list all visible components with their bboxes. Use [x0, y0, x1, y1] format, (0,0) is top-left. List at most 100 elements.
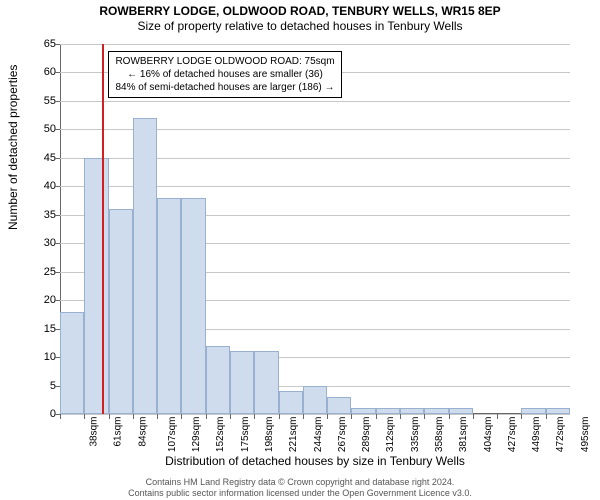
- x-tick-mark: [376, 414, 377, 419]
- histogram-bar: [181, 198, 205, 414]
- chart-title: ROWBERRY LODGE, OLDWOOD ROAD, TENBURY WE…: [0, 0, 600, 34]
- histogram-bar: [133, 118, 157, 414]
- x-tick-label: 129sqm: [191, 417, 202, 453]
- x-tick-mark: [473, 414, 474, 419]
- histogram-bar: [60, 312, 84, 414]
- y-gridline: [60, 101, 570, 102]
- x-tick-label: 198sqm: [264, 417, 275, 453]
- histogram-bar: [109, 209, 133, 414]
- histogram-bar: [546, 408, 570, 414]
- y-tick-label: 40: [32, 180, 56, 192]
- x-tick-mark: [546, 414, 547, 419]
- y-tick-label: 20: [32, 294, 56, 306]
- histogram-bar: [303, 386, 327, 414]
- x-tick-label: 289sqm: [361, 417, 372, 453]
- x-tick-label: 244sqm: [313, 417, 324, 453]
- annotation-box: ROWBERRY LODGE OLDWOOD ROAD: 75sqm← 16% …: [108, 51, 341, 98]
- annotation-line-2: ← 16% of detached houses are smaller (36…: [115, 68, 334, 81]
- histogram-bar: [230, 351, 254, 414]
- x-tick-label: 107sqm: [167, 417, 178, 453]
- histogram-bar: [424, 408, 448, 414]
- histogram-bar: [206, 346, 230, 414]
- y-tick-mark: [55, 215, 60, 216]
- histogram-bar: [327, 397, 351, 414]
- footer-attribution: Contains HM Land Registry data © Crown c…: [0, 477, 600, 498]
- y-tick-mark: [55, 300, 60, 301]
- x-tick-label: 267sqm: [337, 417, 348, 453]
- y-tick-label: 0: [32, 408, 56, 420]
- x-tick-label: 38sqm: [89, 417, 100, 447]
- histogram-bar: [351, 408, 375, 414]
- y-tick-mark: [55, 129, 60, 130]
- x-tick-label: 495sqm: [580, 417, 591, 453]
- annotation-line-3: 84% of semi-detached houses are larger (…: [115, 81, 334, 94]
- y-tick-mark: [55, 158, 60, 159]
- histogram-bar: [376, 408, 400, 414]
- y-tick-label: 25: [32, 266, 56, 278]
- title-line-2: Size of property relative to detached ho…: [0, 19, 600, 34]
- chart-plot-area: 0510152025303540455055606538sqm61sqm84sq…: [60, 44, 570, 414]
- y-tick-label: 60: [32, 66, 56, 78]
- y-tick-mark: [55, 186, 60, 187]
- y-tick-mark: [55, 101, 60, 102]
- reference-line: [102, 44, 104, 414]
- x-tick-label: 152sqm: [216, 417, 227, 453]
- x-tick-label: 381sqm: [458, 417, 469, 453]
- x-tick-mark: [424, 414, 425, 419]
- x-tick-label: 472sqm: [556, 417, 567, 453]
- histogram-bar: [157, 198, 181, 414]
- annotation-line-1: ROWBERRY LODGE OLDWOOD ROAD: 75sqm: [115, 55, 334, 68]
- histogram-bar: [400, 408, 424, 414]
- y-tick-label: 45: [32, 152, 56, 164]
- x-tick-mark: [400, 414, 401, 419]
- x-tick-mark: [279, 414, 280, 419]
- x-tick-label: 404sqm: [483, 417, 494, 453]
- x-tick-mark: [351, 414, 352, 419]
- y-tick-mark: [55, 72, 60, 73]
- y-tick-label: 50: [32, 123, 56, 135]
- y-tick-label: 5: [32, 380, 56, 392]
- x-tick-mark: [206, 414, 207, 419]
- histogram-bar: [279, 391, 303, 414]
- x-tick-label: 312sqm: [386, 417, 397, 453]
- x-tick-mark: [84, 414, 85, 419]
- x-tick-mark: [449, 414, 450, 419]
- x-tick-mark: [497, 414, 498, 419]
- y-tick-label: 10: [32, 351, 56, 363]
- x-tick-label: 84sqm: [137, 417, 148, 447]
- y-axis-label: Number of detached properties: [6, 65, 20, 230]
- x-tick-label: 335sqm: [410, 417, 421, 453]
- x-tick-label: 61sqm: [113, 417, 124, 447]
- x-tick-mark: [254, 414, 255, 419]
- footer-line-2: Contains public sector information licen…: [0, 488, 600, 498]
- title-line-1: ROWBERRY LODGE, OLDWOOD ROAD, TENBURY WE…: [0, 4, 600, 19]
- x-tick-mark: [303, 414, 304, 419]
- histogram-bar: [84, 158, 108, 414]
- y-tick-label: 35: [32, 209, 56, 221]
- x-tick-mark: [181, 414, 182, 419]
- y-tick-label: 55: [32, 95, 56, 107]
- x-tick-mark: [327, 414, 328, 419]
- y-tick-label: 30: [32, 237, 56, 249]
- x-tick-label: 449sqm: [531, 417, 542, 453]
- y-gridline: [60, 414, 570, 415]
- histogram-bar: [449, 408, 473, 414]
- y-tick-label: 15: [32, 323, 56, 335]
- x-tick-label: 427sqm: [507, 417, 518, 453]
- x-tick-label: 358sqm: [434, 417, 445, 453]
- x-tick-mark: [230, 414, 231, 419]
- x-tick-label: 221sqm: [288, 417, 299, 453]
- y-tick-label: 65: [32, 38, 56, 50]
- x-tick-mark: [109, 414, 110, 419]
- x-tick-mark: [133, 414, 134, 419]
- x-tick-mark: [521, 414, 522, 419]
- y-gridline: [60, 44, 570, 45]
- y-tick-mark: [55, 272, 60, 273]
- histogram-bar: [254, 351, 278, 414]
- y-tick-mark: [55, 243, 60, 244]
- y-tick-mark: [55, 44, 60, 45]
- x-tick-label: 175sqm: [240, 417, 251, 453]
- x-axis-label: Distribution of detached houses by size …: [60, 454, 570, 468]
- footer-line-1: Contains HM Land Registry data © Crown c…: [0, 477, 600, 487]
- x-tick-mark: [157, 414, 158, 419]
